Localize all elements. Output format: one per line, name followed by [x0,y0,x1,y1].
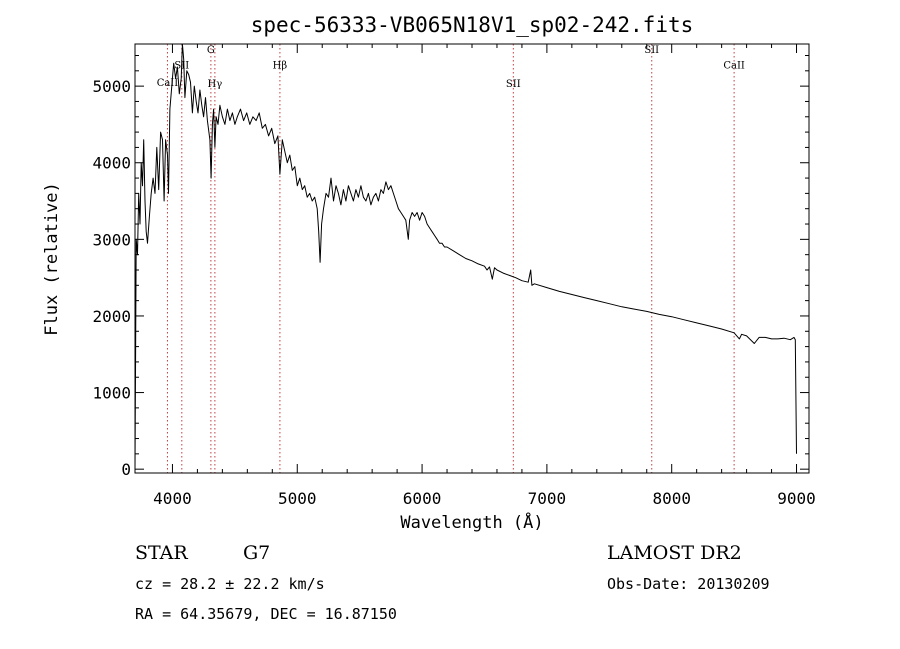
y-tick-label: 1000 [92,384,131,403]
observation-date: Obs-Date: 20130209 [607,575,770,593]
y-tick-label: 3000 [92,230,131,249]
y-axis-ticks: 0 1000 2000 3000 4000 5000 [92,54,809,479]
x-axis-label: Wavelength (Å) [400,511,543,533]
spectrum-line-0 [134,43,797,470]
x-tick-label: 7000 [528,489,567,508]
x-tick-label: 4000 [153,489,192,508]
x-tick-label: 8000 [652,489,691,508]
survey-name: LAMOST DR2 [607,542,742,564]
redshift-velocity: cz = 28.2 ± 22.2 km/s [135,575,325,593]
x-axis-ticks: 4000 5000 6000 7000 8000 9000 [153,44,816,508]
line-marker-label-0: CaII [157,78,179,89]
x-tick-label: 6000 [403,489,442,508]
line-marker-label-3: Hγ [208,79,223,90]
sky-coordinates: RA = 64.35679, DEC = 16.87150 [135,605,397,623]
object-type: STAR [135,542,188,564]
x-tick-label: 9000 [777,489,816,508]
line-marker-label-4: Hβ [273,61,288,72]
y-tick-label: 0 [121,460,131,479]
y-tick-label: 5000 [92,77,131,96]
spectral-subclass: G7 [243,542,270,564]
line-marker-label-2: G [207,45,215,56]
plot-frame [134,43,810,474]
spectrum-series [134,43,797,470]
line-marker-label-5: SII [506,79,521,90]
x-tick-label: 5000 [278,489,317,508]
y-tick-label: 4000 [92,154,131,173]
y-axis-label: Flux (relative) [42,182,62,336]
y-tick-label: 2000 [92,307,131,326]
line-marker-label-7: CaII [723,61,745,72]
chart-title: spec-56333-VB065N18V1_sp02-242.fits [251,13,694,37]
line-marker-label-6: SII [644,45,659,56]
